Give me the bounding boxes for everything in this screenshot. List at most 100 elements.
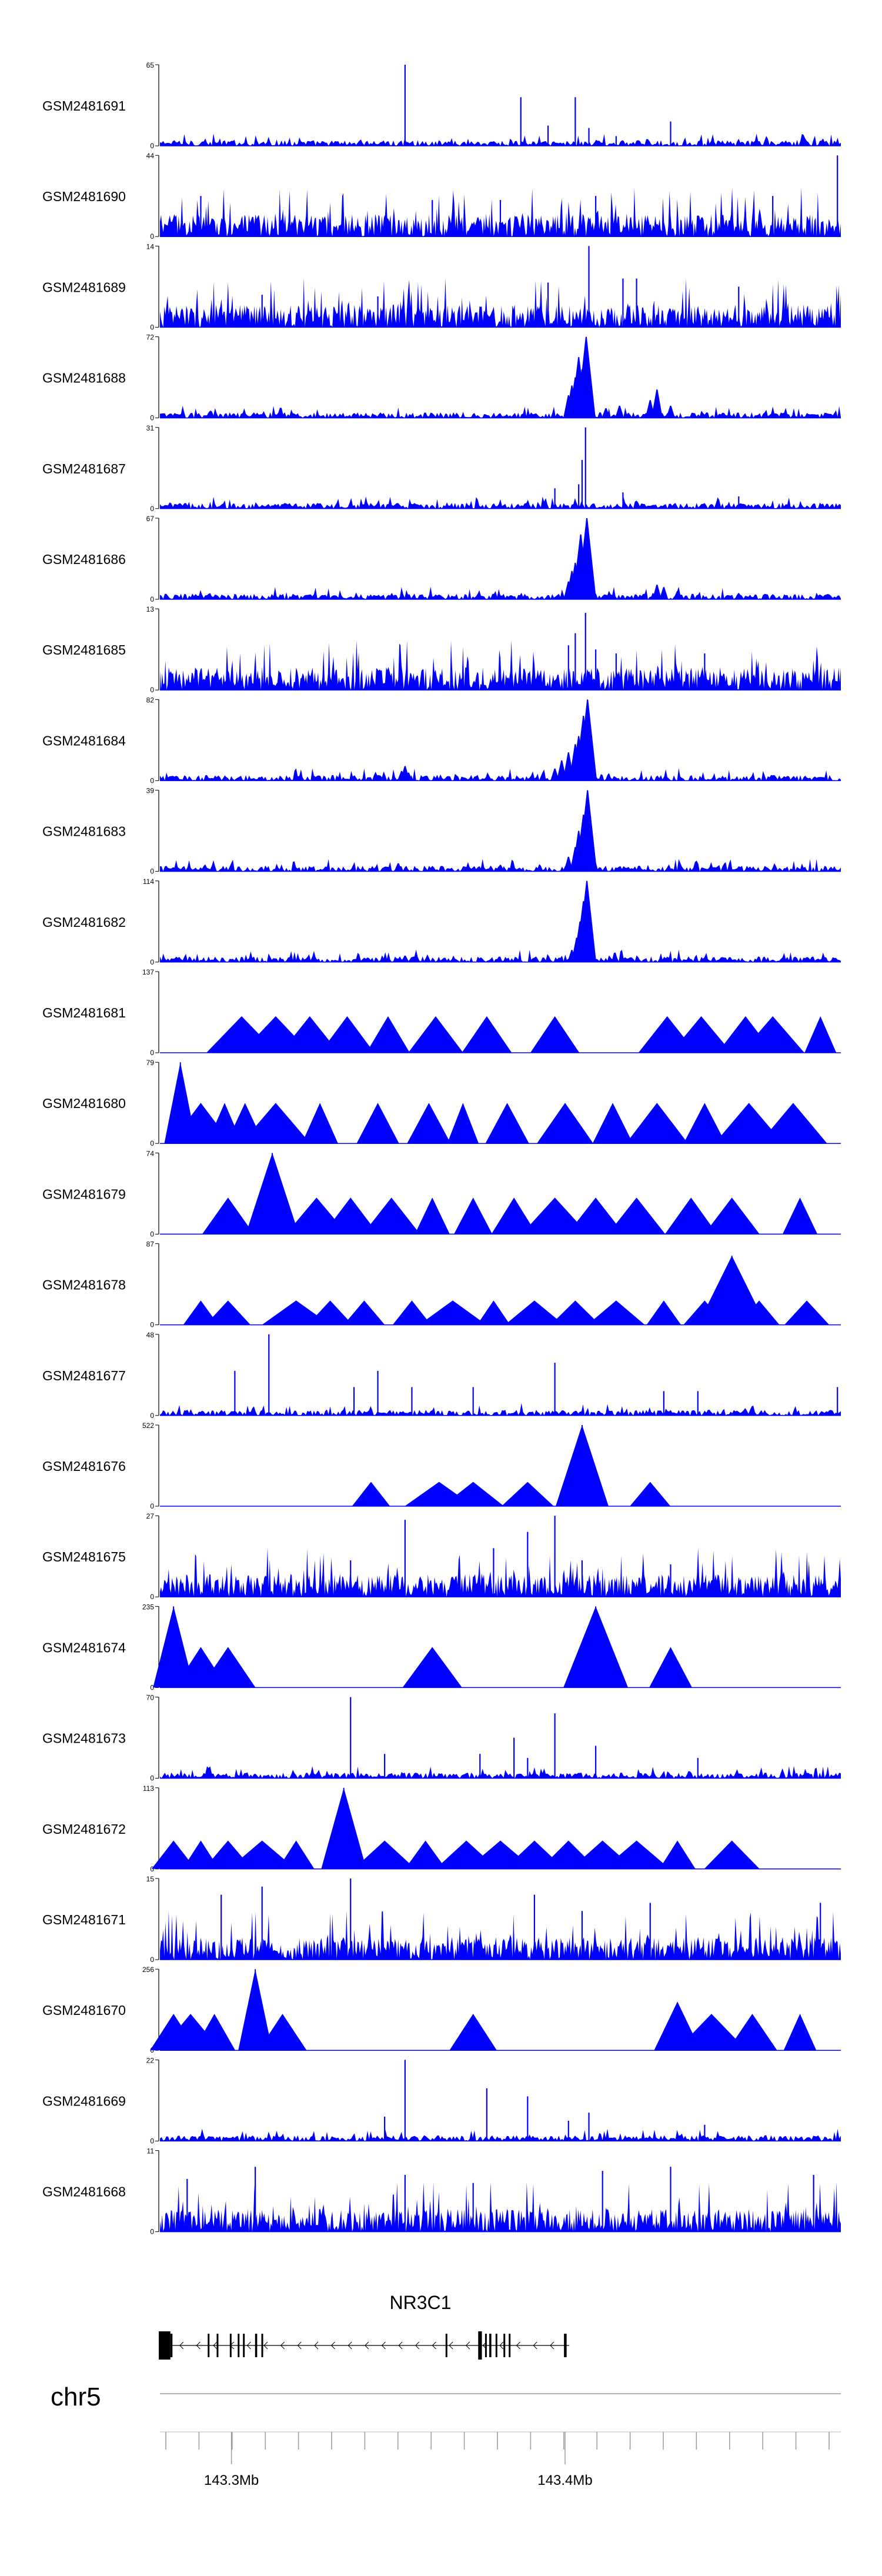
y-max-label: 114 [143, 877, 154, 886]
signal-coverage [160, 2181, 841, 2232]
strand-arrow [213, 2341, 218, 2350]
track-GSM2481685: GSM2481685 13 0 [42, 605, 841, 694]
signal-peak [447, 1103, 479, 1144]
signal-peak [536, 1103, 594, 1144]
y-max-label: 67 [146, 515, 155, 523]
y-max-label: 14 [146, 242, 155, 251]
signal-peak [505, 1300, 564, 1325]
signal-peak [183, 1300, 219, 1325]
track-GSM2481677: GSM2481677 48 0 [42, 1331, 841, 1420]
signal-peak [491, 1197, 537, 1234]
exon [503, 2334, 506, 2357]
signal-peak [626, 1103, 689, 1144]
signal-peak [666, 405, 675, 418]
track-label: GSM2481688 [42, 371, 126, 386]
signal-coverage [160, 134, 841, 146]
signal-peak [646, 1300, 681, 1325]
strand-arrow [196, 2341, 201, 2350]
strand-arrow [179, 2341, 184, 2350]
strand-arrow [432, 2341, 436, 2350]
signal-peak [567, 1197, 624, 1234]
signal-peak [419, 1300, 487, 1325]
track-label: GSM2481670 [42, 2003, 126, 2018]
y-min-label: 0 [150, 1230, 154, 1238]
signal-peak [804, 1016, 837, 1053]
signal-peak [673, 591, 682, 599]
exon [216, 2334, 219, 2357]
exon [229, 2334, 232, 2357]
signal-coverage [160, 1766, 841, 1778]
signal-peak [240, 1103, 310, 1144]
strand-arrow [499, 2341, 504, 2350]
signal-coverage [160, 1403, 841, 1416]
y-max-label: 27 [146, 1512, 155, 1520]
track-GSM2481689: GSM2481689 14 0 [42, 242, 841, 331]
signal-peak [659, 587, 669, 599]
signal-peak [603, 1840, 670, 1869]
chromosome-label: chr5 [51, 2383, 101, 2411]
signal-peak [402, 1647, 462, 1688]
signal-peak [408, 1016, 463, 1053]
axis-tick-label: 143.4Mb [537, 2472, 592, 2488]
strand-arrow [465, 2341, 470, 2350]
signal-peak [151, 1840, 196, 1869]
y-max-label: 72 [146, 333, 155, 342]
signal-peak [485, 1103, 529, 1144]
signal-peak [563, 581, 573, 599]
signal-peak [556, 760, 567, 781]
track-GSM2481684: GSM2481684 82 0 [42, 696, 841, 785]
strand-arrow [365, 2341, 369, 2350]
y-max-label: 74 [146, 1149, 155, 1157]
track-label: GSM2481679 [42, 1186, 126, 1202]
y-min-label: 0 [150, 1502, 154, 1510]
signal-peak [442, 1481, 505, 1506]
signal-peak [496, 865, 505, 872]
y-min-label: 0 [150, 142, 154, 150]
y-max-label: 15 [146, 1875, 155, 1883]
axis-tick-label: 143.3Mb [204, 2472, 259, 2488]
y-max-label: 70 [146, 1694, 155, 1702]
signal-peak [397, 770, 406, 781]
track-GSM2481679: GSM2481679 74 0 [42, 1149, 841, 1238]
signal-peak [741, 1016, 804, 1053]
track-label: GSM2481691 [42, 98, 126, 114]
exon [509, 2334, 511, 2357]
y-min-label: 0 [150, 505, 154, 513]
signal-peak [262, 1300, 330, 1325]
signal-peak [739, 1300, 780, 1325]
signal-coverage [160, 187, 841, 237]
track-label: GSM2481687 [42, 461, 126, 476]
signal-peak [645, 400, 655, 418]
track-label: GSM2481683 [42, 824, 126, 839]
exon [478, 2331, 482, 2360]
signal-peak [563, 752, 574, 781]
signal-peak [205, 1300, 251, 1325]
track-GSM2481678: GSM2481678 87 0 [42, 1240, 841, 1329]
track-GSM2481691: GSM2481691 65 0 [42, 61, 841, 150]
y-max-label: 65 [146, 61, 155, 69]
track-label: GSM2481668 [42, 2184, 126, 2200]
exon [485, 2334, 487, 2357]
signal-coverage [160, 586, 841, 599]
signal-peak [592, 1103, 633, 1144]
track-GSM2481670: GSM24816702560 [42, 1966, 841, 2054]
signal-peak [704, 1840, 760, 1869]
signal-peak [659, 1840, 696, 1869]
signal-peak [356, 1103, 399, 1144]
signal-peak [567, 950, 577, 962]
signal-coverage [160, 768, 841, 781]
track-GSM2481673: GSM2481673 70 0 [42, 1694, 841, 1783]
track-label: GSM2481690 [42, 189, 126, 204]
gene-label: NR3C1 [390, 2292, 452, 2313]
exon [445, 2334, 447, 2357]
signal-coverage [160, 405, 841, 418]
track-GSM2481690: GSM2481690 44 0 [42, 152, 841, 241]
track-GSM2481675: GSM2481675 27 0 [42, 1512, 841, 1601]
signal-coverage [160, 496, 841, 509]
track-GSM2481669: GSM2481669 22 0 [42, 2056, 841, 2145]
y-min-label: 0 [150, 1683, 154, 1691]
strand-arrow [348, 2341, 352, 2350]
track-label: GSM2481672 [42, 1821, 126, 1837]
signal-peak [401, 955, 409, 962]
signal-peak [664, 1197, 717, 1234]
